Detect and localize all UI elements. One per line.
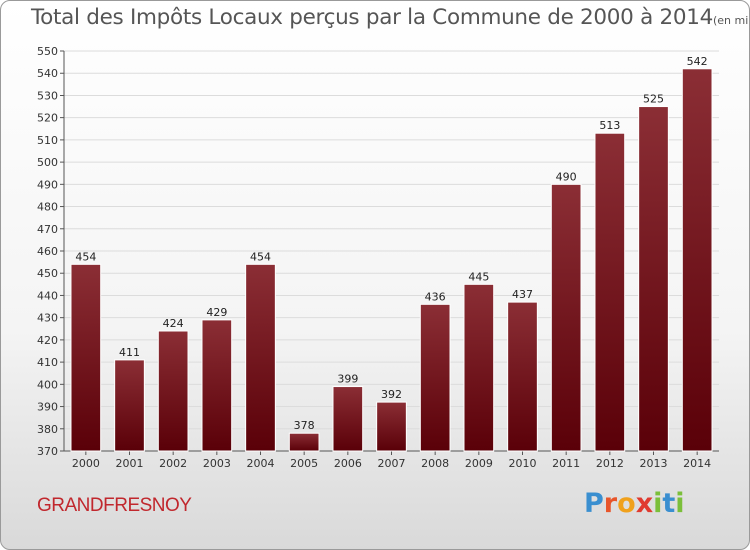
y-tick-label: 490 [37, 178, 58, 191]
y-tick-label: 550 [37, 45, 58, 58]
x-tick-label-2005: 2005 [290, 457, 318, 470]
bars [70, 68, 713, 452]
data-label-2001: 411 [119, 346, 140, 359]
y-tick-label: 540 [37, 67, 58, 80]
data-label-2002: 424 [163, 317, 184, 330]
bar-2012 [594, 132, 626, 452]
y-tick-label: 470 [37, 223, 58, 236]
x-tick-label-2000: 2000 [72, 457, 100, 470]
y-tick-label: 520 [37, 112, 58, 125]
bar-2014 [681, 68, 713, 452]
bar-2007 [376, 401, 407, 452]
bar-2006 [332, 386, 364, 452]
chart-unit-label: (en milliers d'€) [713, 14, 749, 27]
logo-letter-6: i [675, 488, 685, 519]
data-label-2006: 399 [337, 373, 358, 386]
logo-letter-2: o [617, 488, 636, 519]
y-tick-label: 390 [37, 401, 58, 414]
data-label-2013: 525 [643, 93, 664, 106]
bar-2013 [638, 106, 669, 452]
y-tick-label: 500 [37, 156, 58, 169]
y-tick-label: 430 [37, 312, 58, 325]
y-tick-label: 480 [37, 201, 58, 214]
data-label-2005: 378 [294, 419, 315, 432]
data-label-2003: 429 [206, 306, 227, 319]
y-tick-label: 370 [37, 445, 58, 458]
chart-title: Total des Impôts Locaux perçus par la Co… [31, 5, 713, 30]
x-tick-label-2001: 2001 [116, 457, 144, 470]
x-tick-label-2011: 2011 [552, 457, 580, 470]
y-tick-label: 410 [37, 356, 58, 369]
logo-letter-1: r [603, 488, 618, 519]
x-tick-label-2003: 2003 [203, 457, 231, 470]
bar-2009 [463, 283, 495, 452]
bar-2010 [507, 301, 538, 452]
y-tick-label: 510 [37, 134, 58, 147]
y-tick-label: 400 [37, 378, 58, 391]
data-label-2008: 436 [425, 290, 446, 303]
x-tick-label-2008: 2008 [421, 457, 449, 470]
data-label-2004: 454 [250, 250, 271, 263]
x-tick-label-2010: 2010 [509, 457, 537, 470]
chart-title-block: Total des Impôts Locaux perçus par la Co… [31, 5, 749, 30]
x-tick-label-2012: 2012 [596, 457, 624, 470]
x-tick-label-2007: 2007 [378, 457, 406, 470]
bar-2011 [550, 183, 582, 452]
proxiti-logo[interactable]: Proxiti [584, 488, 685, 519]
logo-letter-5: t [662, 488, 676, 519]
x-tick-label-2013: 2013 [640, 457, 668, 470]
data-label-2011: 490 [556, 170, 577, 183]
logo-letter-4: i [653, 488, 663, 519]
commune-name: GRANDFRESNOY [37, 495, 192, 516]
labels: 370 380 390 400 410 420 430 440 450 460 470 480 490 5… [37, 45, 711, 470]
y-tick-label: 460 [37, 245, 58, 258]
bar-2005 [288, 432, 320, 452]
x-tick-label-2006: 2006 [334, 457, 362, 470]
x-tick-label-2002: 2002 [159, 457, 187, 470]
bar-2000 [70, 263, 102, 452]
bar-2008 [419, 303, 451, 452]
data-label-2012: 513 [599, 119, 620, 132]
x-tick-label-2004: 2004 [247, 457, 275, 470]
data-label-2007: 392 [381, 388, 402, 401]
logo-letter-3: x [635, 488, 654, 519]
y-tick-label: 420 [37, 334, 58, 347]
bar-2004 [245, 263, 276, 452]
bar-2002 [157, 330, 189, 452]
y-tick-label: 530 [37, 89, 58, 102]
data-label-2009: 445 [468, 270, 489, 283]
data-label-2000: 454 [75, 250, 96, 263]
x-tick-label-2014: 2014 [683, 457, 711, 470]
data-label-2014: 542 [687, 55, 708, 68]
bar-2001 [114, 359, 145, 452]
bar-2003 [201, 319, 233, 452]
y-tick-label: 380 [37, 423, 58, 436]
data-label-2010: 437 [512, 288, 533, 301]
logo-letter-0: P [584, 488, 604, 519]
y-tick-label: 450 [37, 267, 58, 280]
x-tick-label-2009: 2009 [465, 457, 493, 470]
y-tick-label: 440 [37, 289, 58, 302]
